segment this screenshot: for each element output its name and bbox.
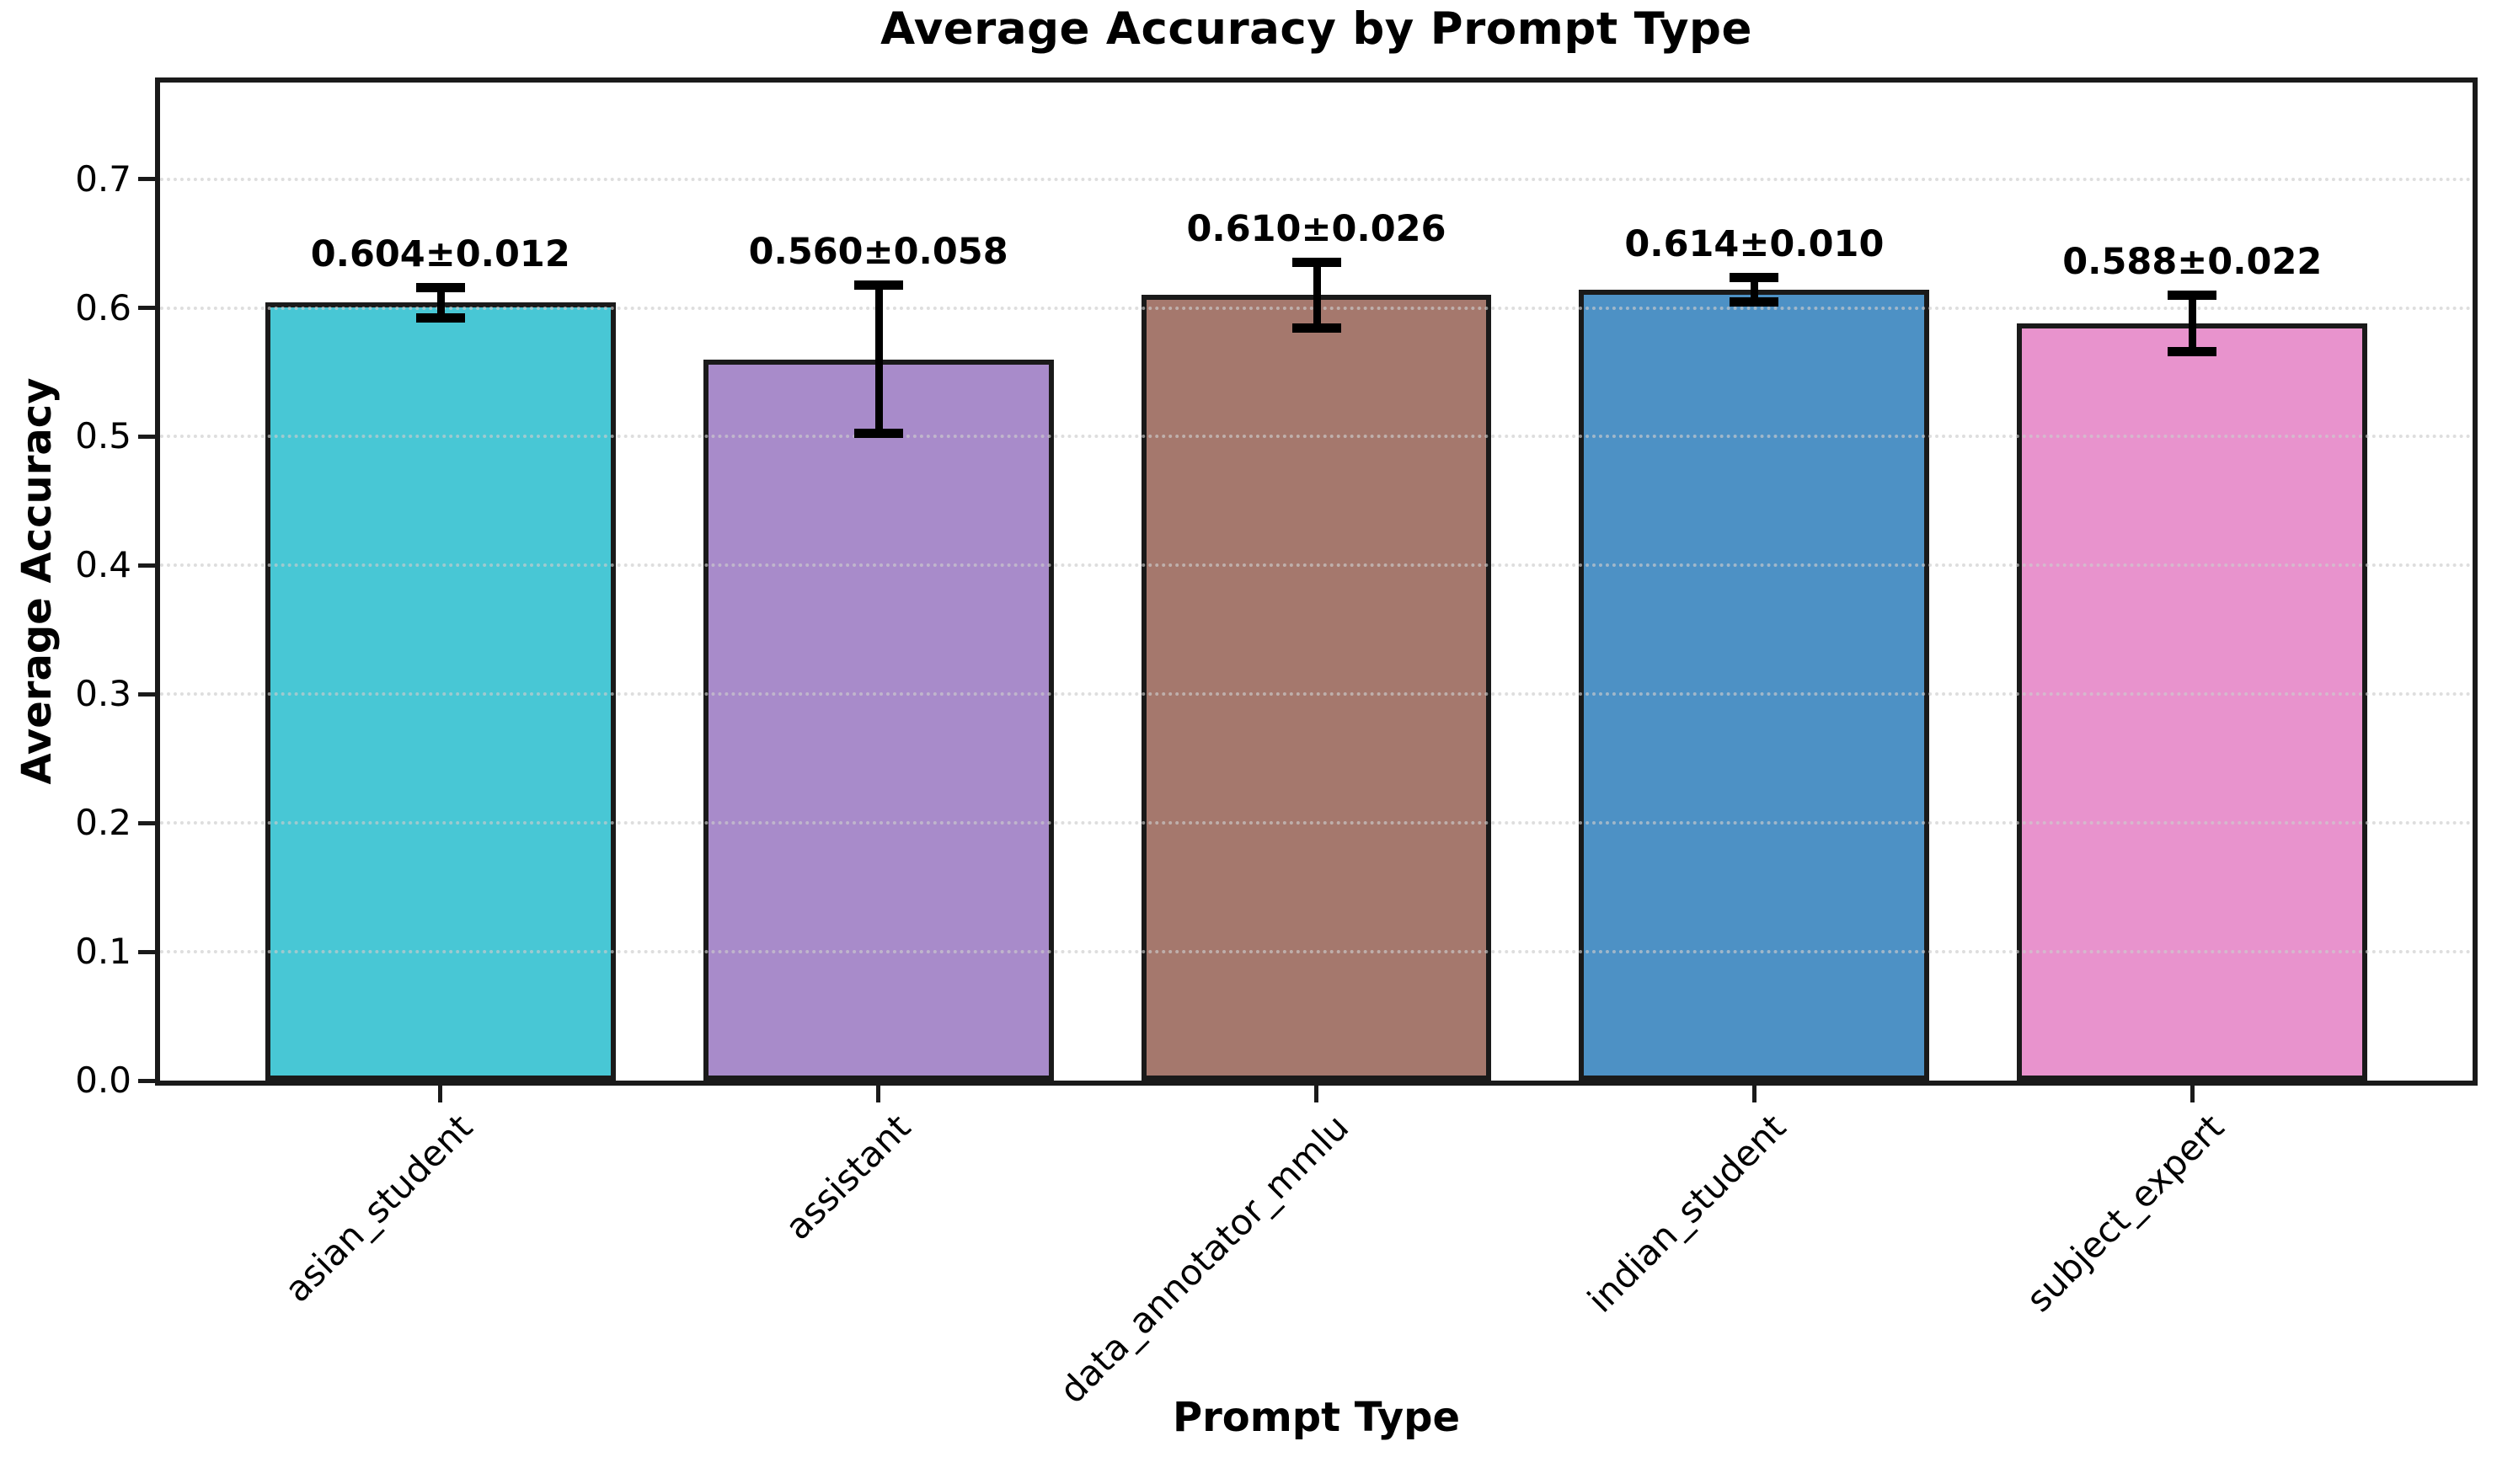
y-tick (138, 434, 155, 439)
bar-value-label-indian_student: 0.614±0.010 (1624, 222, 1885, 265)
y-tick (138, 949, 155, 954)
y-tick-label: 0.7 (75, 157, 131, 200)
error-bar-cap (1730, 297, 1779, 307)
x-tick-label-assistant: assistant (777, 1106, 918, 1248)
error-bar-cap (1730, 272, 1779, 282)
x-tick-label-indian_student: indian_student (1580, 1106, 1794, 1321)
error-bar-stem (436, 287, 445, 318)
bar-value-label-subject_expert: 0.588±0.022 (2062, 241, 2323, 284)
x-tick (1751, 1086, 1756, 1102)
error-bar-cap (1291, 323, 1341, 334)
bar-value-label-data_annotator_mmlu: 0.610±0.026 (1186, 207, 1446, 250)
y-tick (138, 177, 155, 182)
y-tick-label: 0.5 (75, 415, 131, 457)
y-tick-label: 0.0 (75, 1060, 131, 1101)
y-tick (138, 820, 155, 825)
bar-asian_student (265, 302, 616, 1081)
bar-value-label-assistant: 0.560±0.058 (748, 231, 1008, 274)
error-bar-cap (853, 429, 903, 439)
bar-data_annotator_mmlu (1141, 295, 1492, 1081)
x-tick-label-data_annotator_mmlu: data_annotator_mmlu (1051, 1106, 1356, 1412)
x-axis-label: Prompt Type (1172, 1394, 1461, 1441)
y-tick-label: 0.4 (75, 544, 131, 586)
y-tick-label: 0.1 (75, 931, 131, 973)
x-tick (438, 1086, 443, 1102)
bar-indian_student (1579, 290, 1930, 1081)
y-tick-label: 0.3 (75, 673, 131, 715)
y-tick (138, 563, 155, 568)
gridline (160, 692, 2473, 697)
y-tick (138, 691, 155, 697)
gridline (160, 435, 2473, 439)
bar-value-label-asian_student: 0.604±0.012 (310, 233, 570, 276)
x-tick-label-asian_student: asian_student (275, 1106, 480, 1311)
y-tick (138, 1078, 155, 1083)
gridline (160, 563, 2473, 568)
error-bar-stem (874, 285, 883, 435)
error-bar-cap (415, 283, 465, 293)
bar-subject_expert (2017, 323, 2368, 1081)
error-bar-cap (2168, 346, 2217, 356)
error-bar-cap (1291, 257, 1341, 267)
error-bar-stem (1751, 276, 1759, 303)
error-bar-cap (415, 312, 465, 323)
y-tick (138, 306, 155, 311)
error-bar-stem (2189, 295, 2197, 352)
error-bar-stem (1313, 261, 1321, 329)
x-tick (2190, 1086, 2195, 1102)
gridline (160, 177, 2473, 181)
x-tick (876, 1086, 881, 1102)
y-axis-label: Average Accuracy (13, 377, 61, 785)
error-bar-cap (2168, 291, 2217, 301)
bar-assistant (703, 359, 1054, 1081)
y-tick-label: 0.2 (75, 802, 131, 844)
x-tick-label-subject_expert: subject_expert (2018, 1106, 2232, 1321)
x-tick (1314, 1086, 1318, 1102)
gridline (160, 950, 2473, 954)
y-tick-label: 0.6 (75, 286, 131, 328)
plot-area: 0.0 0.1 0.2 0.3 0.4 0.5 0.6 0.7 0.604±0.012 asian… (75, 77, 2478, 1412)
chart-title: Average Accuracy by Prompt Type (880, 3, 1752, 55)
error-bar-cap (853, 280, 903, 291)
gridline (160, 821, 2473, 825)
